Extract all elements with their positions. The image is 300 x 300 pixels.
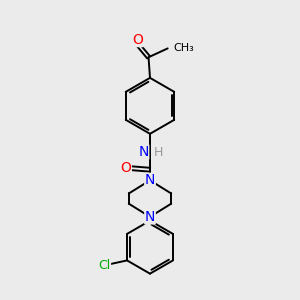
- Text: N: N: [138, 145, 149, 159]
- Text: Cl: Cl: [98, 259, 110, 272]
- Text: CH₃: CH₃: [173, 43, 194, 53]
- Text: H: H: [154, 146, 163, 159]
- Text: O: O: [132, 33, 143, 46]
- Text: N: N: [145, 173, 155, 187]
- Text: N: N: [145, 210, 155, 224]
- Text: O: O: [120, 161, 131, 175]
